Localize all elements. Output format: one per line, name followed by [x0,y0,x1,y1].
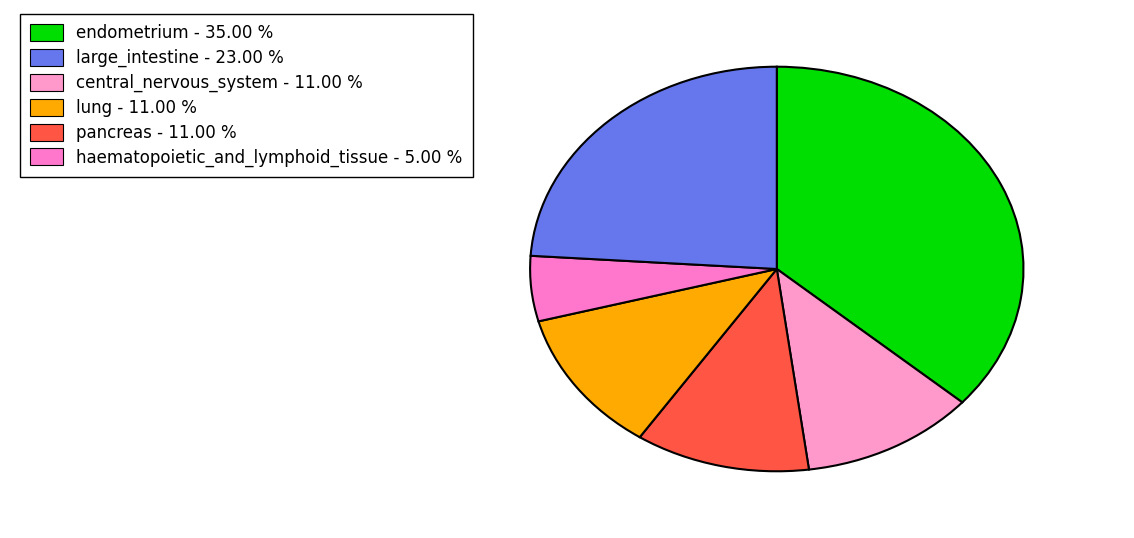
Wedge shape [530,256,777,321]
Legend: endometrium - 35.00 %, large_intestine - 23.00 %, central_nervous_system - 11.00: endometrium - 35.00 %, large_intestine -… [19,13,473,177]
Wedge shape [539,269,777,437]
Wedge shape [777,269,963,470]
Wedge shape [640,269,809,471]
Wedge shape [777,67,1024,402]
Wedge shape [531,67,777,269]
